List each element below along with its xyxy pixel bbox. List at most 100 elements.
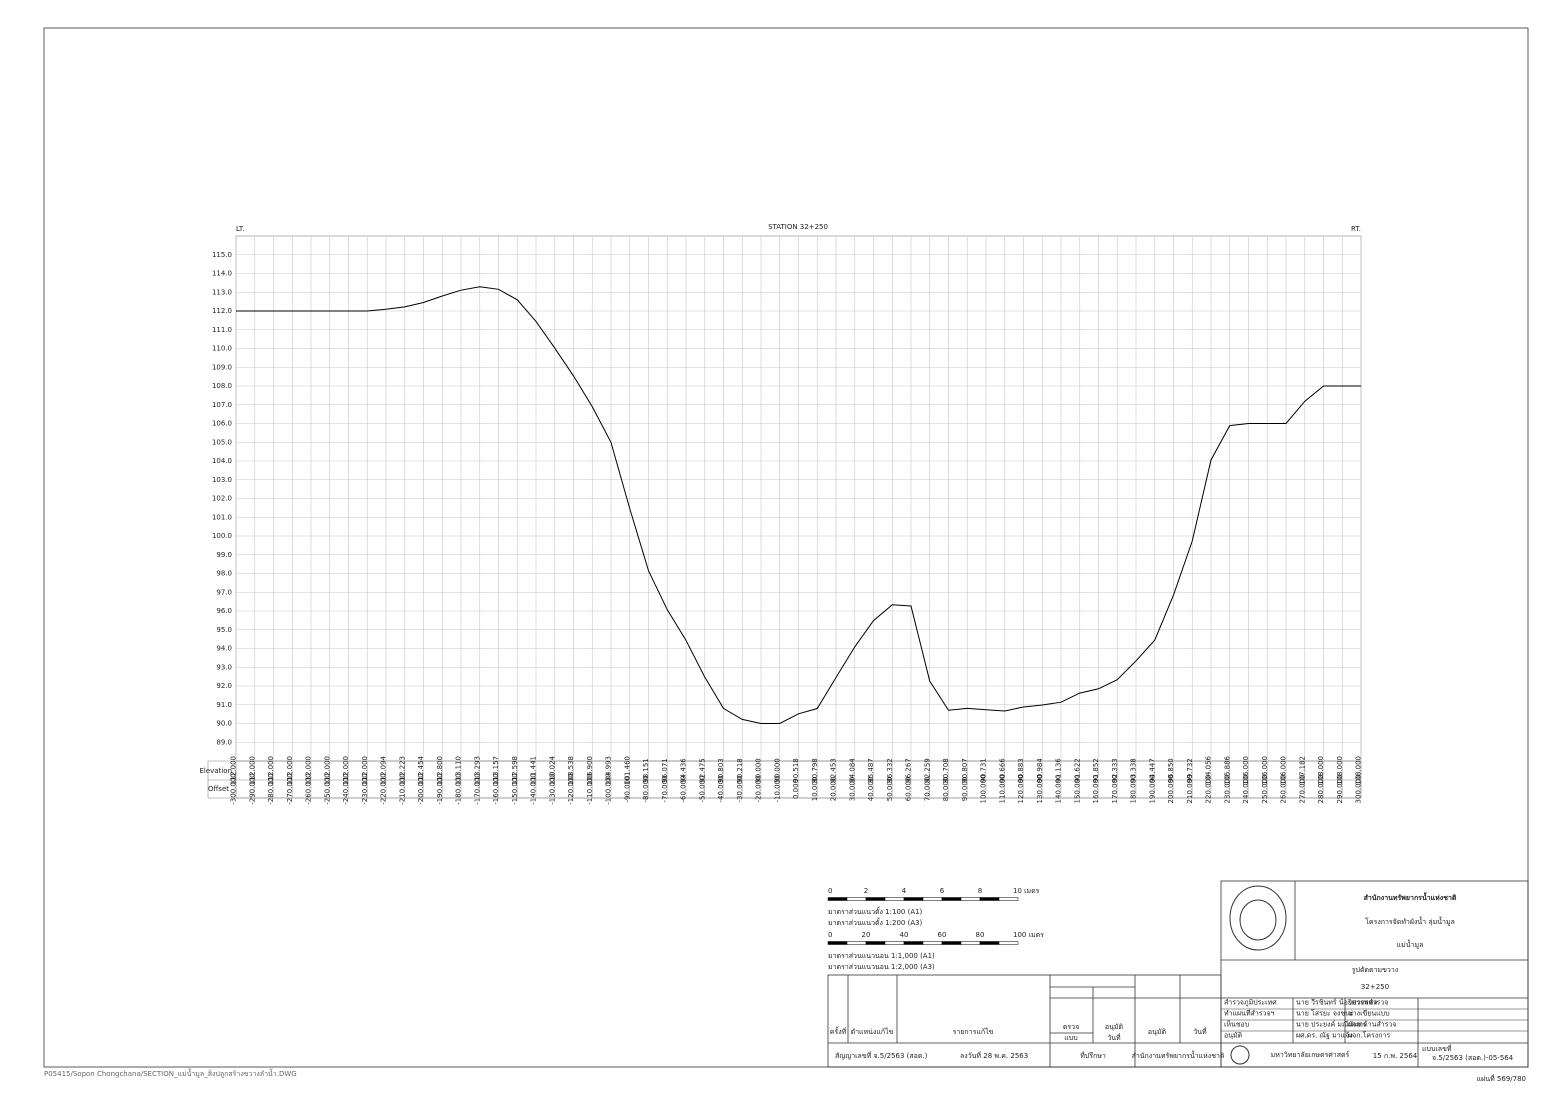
x-tick-label: 300.000 bbox=[1355, 775, 1363, 804]
client: สำนักงานทรัพยากรน้ำแห่งชาติ bbox=[1132, 1049, 1225, 1060]
signature-cell: สำรวจภูมิประเทศ bbox=[1224, 999, 1277, 1007]
y-tick-label: 106.0 bbox=[212, 420, 232, 428]
x-tick-label: -170.000 bbox=[473, 773, 481, 804]
scale-segment bbox=[827, 941, 848, 945]
scale-label: 2 bbox=[864, 887, 868, 895]
value-label: 106.000 bbox=[1280, 756, 1288, 785]
x-tick-label: -220.000 bbox=[380, 773, 388, 804]
scale-note: มาตราส่วนแนวตั้ง 1:100 (A1) bbox=[828, 905, 923, 916]
value-label: 107.182 bbox=[1298, 756, 1306, 785]
scale-segment bbox=[979, 897, 1000, 901]
value-label: 106.900 bbox=[586, 756, 594, 785]
university: มหาวิทยาลัยเกษตรศาสตร์ bbox=[1271, 1051, 1350, 1059]
x-tick-label: 130.000 bbox=[1036, 775, 1044, 804]
value-label: 108.000 bbox=[1336, 756, 1344, 785]
x-tick-label: -120.000 bbox=[567, 773, 575, 804]
x-tick-label: -250.000 bbox=[323, 773, 331, 804]
signature-cell: ทำแผนที่สำรวจฯ bbox=[1224, 1009, 1275, 1018]
header: ตรวจ bbox=[1063, 1023, 1079, 1031]
x-tick-label: -200.000 bbox=[417, 773, 425, 804]
scale-label: 0 bbox=[828, 931, 832, 939]
value-label: 94.084 bbox=[848, 758, 856, 783]
logo bbox=[1229, 885, 1287, 951]
signature-cell: ช่างเขียนแบบ bbox=[1348, 1010, 1390, 1018]
y-tick-label: 100.0 bbox=[212, 532, 232, 540]
x-tick-label: 100.000 bbox=[980, 775, 988, 804]
x-tick-label: -20.000 bbox=[755, 775, 763, 802]
station: 32+250 bbox=[1361, 983, 1389, 991]
x-tick-label: 240.000 bbox=[1242, 775, 1250, 804]
x-tick-label: 80.000 bbox=[942, 777, 950, 802]
value-label: 92.333 bbox=[1111, 758, 1119, 783]
value-label: 90.883 bbox=[1017, 758, 1025, 783]
value-label: 96.071 bbox=[661, 758, 669, 783]
y-tick-label: 95.0 bbox=[216, 626, 232, 634]
scale-segment bbox=[941, 897, 962, 901]
value-label: 90.803 bbox=[717, 758, 725, 783]
scale-label: 6 bbox=[940, 887, 945, 895]
scale-note: มาตราส่วนแนวนอน 1:1,000 (A1) bbox=[828, 952, 935, 960]
value-label: 113.110 bbox=[455, 756, 463, 785]
logo bbox=[1239, 899, 1277, 941]
contract: สัญญาเลขที่ จ.5/2563 (สอต.) bbox=[835, 1051, 928, 1060]
x-tick-label: 40.000 bbox=[867, 777, 875, 802]
value-label: 113.293 bbox=[473, 756, 481, 785]
river: แม่น้ำมูล bbox=[1397, 938, 1424, 949]
scale-segment bbox=[903, 897, 924, 901]
x-tick-label: -40.000 bbox=[717, 775, 725, 802]
x-tick-label: 270.000 bbox=[1298, 775, 1306, 804]
y-tick-label: 91.0 bbox=[216, 701, 232, 709]
x-tick-label: -10.000 bbox=[773, 775, 781, 802]
file-path: P05415/Sopon Chongchana/SECTION_แม่น้ำมู… bbox=[44, 1067, 297, 1078]
y-tick-label: 107.0 bbox=[212, 401, 232, 409]
drawing-no: จ.5/2563 (สอต.)-05-564 bbox=[1432, 1054, 1514, 1062]
x-tick-label: 50.000 bbox=[886, 777, 894, 802]
value-label: 112.000 bbox=[267, 756, 275, 785]
y-tick-label: 103.0 bbox=[212, 476, 232, 484]
x-tick-label: -210.000 bbox=[398, 773, 406, 804]
signature-cell: ผศ.ดร. ณัฐ มาแจ้ง bbox=[1296, 1032, 1353, 1040]
y-tick-label: 101.0 bbox=[212, 513, 232, 521]
value-label: 90.000 bbox=[773, 758, 781, 783]
y-tick-label: 99.0 bbox=[216, 551, 232, 559]
scale-segment bbox=[960, 897, 981, 901]
value-label: 94.436 bbox=[680, 758, 688, 783]
x-tick-label: -140.000 bbox=[530, 773, 538, 804]
value-label: 90.218 bbox=[736, 758, 744, 783]
value-label: 112.094 bbox=[380, 755, 388, 784]
drawing-no-label: แบบเลขที่ bbox=[1422, 1044, 1452, 1053]
logo bbox=[1230, 1045, 1250, 1065]
scale-label: 60 bbox=[938, 931, 947, 939]
value-label: 106.000 bbox=[1242, 756, 1250, 785]
x-tick-label: -260.000 bbox=[305, 773, 313, 804]
scale-segment bbox=[922, 941, 943, 945]
x-tick-label: 210.000 bbox=[1186, 775, 1194, 804]
y-tick-label: 96.0 bbox=[216, 607, 232, 615]
y-tick-label: 114.0 bbox=[212, 270, 232, 278]
header: วันที่ bbox=[1193, 1027, 1207, 1036]
x-tick-label: 150.000 bbox=[1073, 775, 1081, 804]
value-label: 110.024 bbox=[548, 755, 556, 784]
x-tick-label: -190.000 bbox=[436, 773, 444, 804]
x-tick-label: 290.000 bbox=[1336, 775, 1344, 804]
value-label: 112.000 bbox=[361, 756, 369, 785]
x-tick-label: 10.000 bbox=[811, 777, 819, 802]
x-tick-label: 120.000 bbox=[1017, 775, 1025, 804]
x-tick-label: -80.000 bbox=[642, 775, 650, 802]
header: แบบ bbox=[1064, 1034, 1077, 1042]
x-tick-label: 170.000 bbox=[1111, 775, 1119, 804]
y-tick-label: 102.0 bbox=[212, 495, 232, 503]
value-label: 93.338 bbox=[1130, 758, 1138, 783]
value-label: 112.223 bbox=[398, 756, 406, 785]
x-tick-label: 160.000 bbox=[1092, 775, 1100, 804]
x-tick-label: 0.000 bbox=[792, 779, 800, 799]
value-label: 112.800 bbox=[436, 756, 444, 785]
drawing-title: รูปตัดตามขวาง bbox=[1352, 966, 1398, 974]
x-tick-label: 70.000 bbox=[923, 777, 931, 802]
right-label: RT. bbox=[1351, 225, 1361, 233]
y-tick-label: 112.0 bbox=[212, 307, 232, 315]
x-tick-label: -130.000 bbox=[548, 773, 556, 804]
value-label: 112.598 bbox=[511, 756, 519, 785]
scale-label: 40 bbox=[900, 931, 909, 939]
x-tick-label: 250.000 bbox=[1261, 775, 1269, 804]
